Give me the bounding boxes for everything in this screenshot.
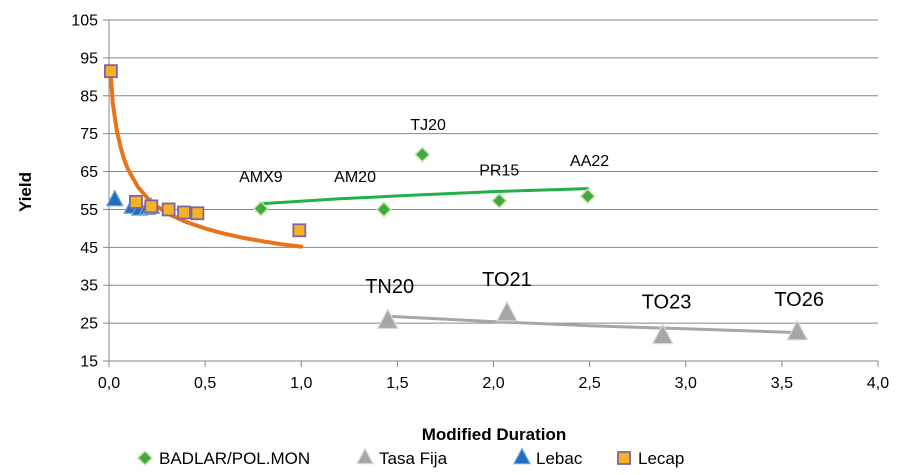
- legend-marker: [136, 449, 154, 467]
- axes: [103, 19, 879, 367]
- data-point: [292, 223, 307, 238]
- point-label: TO26: [774, 289, 824, 311]
- data-point: [144, 199, 159, 214]
- y-tick-label: 55: [80, 202, 98, 219]
- point-label: TN20: [365, 276, 414, 298]
- y-tick-label: 15: [80, 354, 98, 371]
- legend-marker: [617, 451, 631, 465]
- trendline: [108, 74, 304, 249]
- legend-marker: [356, 447, 374, 465]
- data-point: [495, 300, 518, 322]
- data-point: [579, 188, 596, 205]
- trendlines: [108, 74, 799, 335]
- point-label: AM20: [334, 169, 376, 186]
- x-tick-label: 2,5: [579, 375, 601, 392]
- y-tick-label: 65: [80, 164, 98, 181]
- point-label: AA22: [570, 153, 609, 170]
- y-tick-label: 75: [80, 126, 98, 143]
- y-tick-label: 25: [80, 316, 98, 333]
- legend-label: Lecap: [638, 449, 684, 468]
- gridlines: [109, 19, 878, 324]
- y-tick-label: 45: [80, 240, 98, 257]
- data-points: [104, 64, 809, 345]
- legend: BADLAR/POL.MON Tasa Fija Lebac Lecap: [136, 447, 684, 468]
- data-point: [190, 206, 205, 221]
- legend-label: Tasa Fija: [379, 449, 448, 468]
- legend-label: Lebac: [536, 449, 583, 468]
- data-point: [129, 194, 143, 209]
- data-point: [376, 308, 399, 330]
- data-point: [177, 205, 191, 220]
- point-label: TO23: [642, 292, 692, 314]
- y-tick-label: 105: [71, 13, 98, 30]
- x-tick-label: 0,5: [194, 375, 216, 392]
- trendline: [259, 187, 590, 206]
- point-label: TJ20: [410, 117, 446, 134]
- legend-label: BADLAR/POL.MON: [159, 449, 310, 468]
- x-tick-label: 3,0: [675, 375, 697, 392]
- x-axis-title: Modified Duration: [422, 425, 566, 444]
- data-point: [414, 146, 431, 163]
- point-label: TO21: [482, 269, 532, 291]
- trendline: [386, 314, 799, 335]
- y-axis-title: Yield: [16, 172, 35, 212]
- y-tick-label: 85: [80, 88, 98, 105]
- data-point: [375, 201, 392, 218]
- data-point: [252, 200, 269, 217]
- point-label: AMX9: [239, 169, 283, 186]
- x-tick-label: 2,0: [482, 375, 504, 392]
- x-tick-label: 1,0: [290, 375, 312, 392]
- point-annotations: AMX9 AM20 TJ20 PR15 AA22 TN20 TO21 TO23 TO26: [239, 117, 824, 314]
- x-tick-label: 4,0: [867, 375, 889, 392]
- x-tick-label: 3,5: [771, 375, 793, 392]
- data-point: [651, 323, 674, 345]
- data-point: [491, 192, 508, 209]
- y-tick-label: 95: [80, 50, 98, 67]
- data-point: [105, 189, 124, 207]
- tick-labels: 15 25 35 45 55 65 75 85 95 105 0,0 0,5 1,0 1,5 2,0 2,5 3…: [71, 13, 889, 393]
- y-tick-label: 35: [80, 278, 98, 295]
- legend-marker: [513, 447, 531, 465]
- data-point: [104, 64, 118, 79]
- x-tick-label: 0,0: [98, 375, 120, 392]
- point-label: PR15: [479, 162, 519, 179]
- x-tick-label: 1,5: [386, 375, 408, 392]
- data-point: [786, 319, 809, 341]
- data-point: [161, 202, 176, 217]
